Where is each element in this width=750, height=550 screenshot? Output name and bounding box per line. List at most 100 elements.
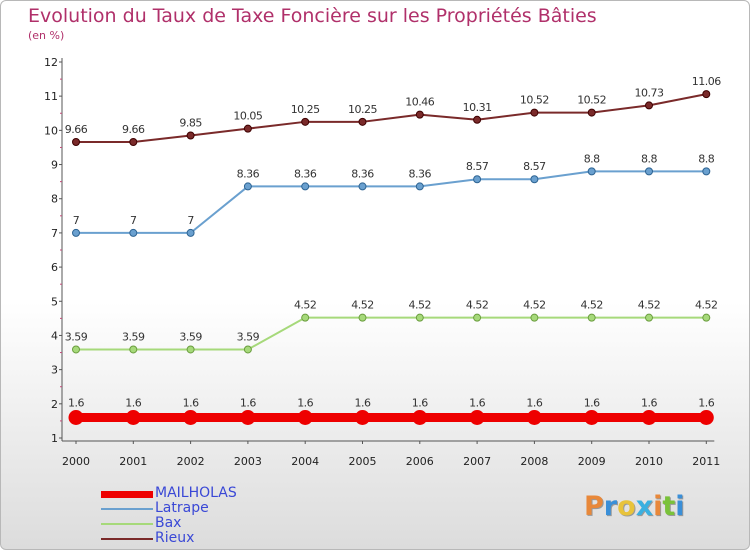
legend-swatch <box>101 508 153 510</box>
series-point-mailholas <box>240 409 256 425</box>
y-tick-label: 12 <box>44 56 58 69</box>
data-label-mailholas: 1.6 <box>355 396 371 409</box>
data-label-mailholas: 1.6 <box>526 396 542 409</box>
data-label-mailholas: 1.6 <box>183 396 199 409</box>
data-label-rieux: 10.46 <box>405 96 434 109</box>
x-tick-label: 2010 <box>635 455 663 468</box>
legend-swatch <box>101 538 153 540</box>
series-point-rieux <box>415 110 424 119</box>
series-point-rieux <box>645 101 653 110</box>
series-point-mailholas <box>355 409 370 425</box>
series-point-latrape <box>243 182 252 191</box>
series-point-bax <box>301 313 310 322</box>
data-label-latrape: 7 <box>73 214 80 227</box>
series-point-rieux <box>301 117 310 126</box>
logo-letter: i <box>653 491 663 522</box>
data-label-latrape: 8.57 <box>523 160 546 173</box>
series-line-bax <box>76 316 707 351</box>
data-label-bax: 3.59 <box>237 330 260 343</box>
data-label-bax: 4.52 <box>695 299 718 312</box>
y-tick-label: 4 <box>51 329 58 342</box>
series-point-mailholas <box>469 409 485 425</box>
data-label-bax: 3.59 <box>179 330 202 343</box>
logo-letter: i <box>675 491 685 522</box>
data-label-mailholas: 1.6 <box>240 396 256 409</box>
series-point-mailholas <box>125 409 141 425</box>
x-tick-label: 2001 <box>119 455 147 468</box>
series-point-bax <box>530 313 539 322</box>
legend-swatch <box>101 523 153 525</box>
series-line-latrape <box>76 170 707 234</box>
legend-swatch <box>101 490 153 498</box>
logo-letter: P <box>584 491 604 522</box>
x-tick-label: 2007 <box>463 455 491 468</box>
data-label-mailholas: 1.6 <box>125 396 141 409</box>
series-point-bax <box>473 313 482 322</box>
data-label-rieux: 10.31 <box>463 101 492 114</box>
series-point-bax <box>358 313 367 322</box>
data-label-rieux: 10.25 <box>291 103 320 116</box>
data-label-bax: 4.52 <box>409 299 432 312</box>
x-tick-label: 2008 <box>520 455 548 468</box>
series-point-rieux <box>587 108 596 117</box>
logo-letter: o <box>617 491 636 522</box>
series-point-latrape <box>587 167 596 176</box>
data-label-latrape: 7 <box>187 214 194 227</box>
data-label-rieux: 10.05 <box>233 110 262 123</box>
data-label-rieux: 10.73 <box>635 86 664 99</box>
series-point-latrape <box>530 175 539 184</box>
logo-letter: r <box>603 491 618 522</box>
data-label-mailholas: 1.6 <box>698 396 714 409</box>
series-point-bax <box>702 313 711 322</box>
series-point-rieux <box>243 124 252 133</box>
chart-unit: (en %) <box>28 29 65 42</box>
series-point-latrape <box>186 228 195 237</box>
series-point-latrape <box>72 228 80 237</box>
chart-title: Evolution du Taux de Taxe Foncière sur l… <box>28 5 597 27</box>
x-tick-label: 2005 <box>349 455 377 468</box>
series-point-rieux <box>530 108 539 117</box>
data-label-rieux: 9.66 <box>122 123 145 136</box>
series-point-latrape <box>415 182 424 191</box>
series-line-rieux <box>76 93 707 143</box>
data-label-mailholas: 1.6 <box>584 396 600 409</box>
data-label-latrape: 8.36 <box>294 167 317 180</box>
series-point-mailholas <box>526 409 542 425</box>
series-point-bax <box>186 345 195 354</box>
data-label-latrape: 8.57 <box>466 160 489 173</box>
data-label-rieux: 11.06 <box>692 75 721 88</box>
x-tick-label: 2000 <box>62 455 90 468</box>
x-tick-label: 2009 <box>578 455 606 468</box>
data-label-bax: 4.52 <box>351 299 374 312</box>
data-label-latrape: 8.8 <box>641 152 657 165</box>
series-point-mailholas <box>68 409 84 425</box>
data-label-mailholas: 1.6 <box>68 396 84 409</box>
y-tick-label: 7 <box>51 227 58 240</box>
series-point-mailholas <box>297 409 313 425</box>
data-label-mailholas: 1.6 <box>297 396 313 409</box>
data-label-mailholas: 1.6 <box>469 396 485 409</box>
series-point-mailholas <box>183 409 199 425</box>
series-point-rieux <box>702 90 711 99</box>
series-point-latrape <box>645 167 653 176</box>
data-label-rieux: 9.66 <box>65 123 88 136</box>
series-point-mailholas <box>412 409 428 425</box>
series-point-bax <box>72 345 80 354</box>
data-label-latrape: 8.36 <box>237 167 260 180</box>
data-label-bax: 4.52 <box>580 299 603 312</box>
series-point-rieux <box>358 117 367 126</box>
data-label-bax: 4.52 <box>466 299 489 312</box>
series-point-latrape <box>702 167 711 176</box>
proxiti-logo: Proxiti <box>584 491 685 522</box>
data-label-mailholas: 1.6 <box>412 396 428 409</box>
series-point-bax <box>129 345 138 354</box>
series-point-mailholas <box>584 409 600 425</box>
data-label-bax: 4.52 <box>294 299 317 312</box>
series-point-latrape <box>358 182 367 191</box>
data-label-latrape: 8.36 <box>351 167 374 180</box>
y-tick-label: 3 <box>51 364 58 377</box>
data-label-latrape: 8.8 <box>698 152 714 165</box>
logo-letter: x <box>635 491 654 522</box>
